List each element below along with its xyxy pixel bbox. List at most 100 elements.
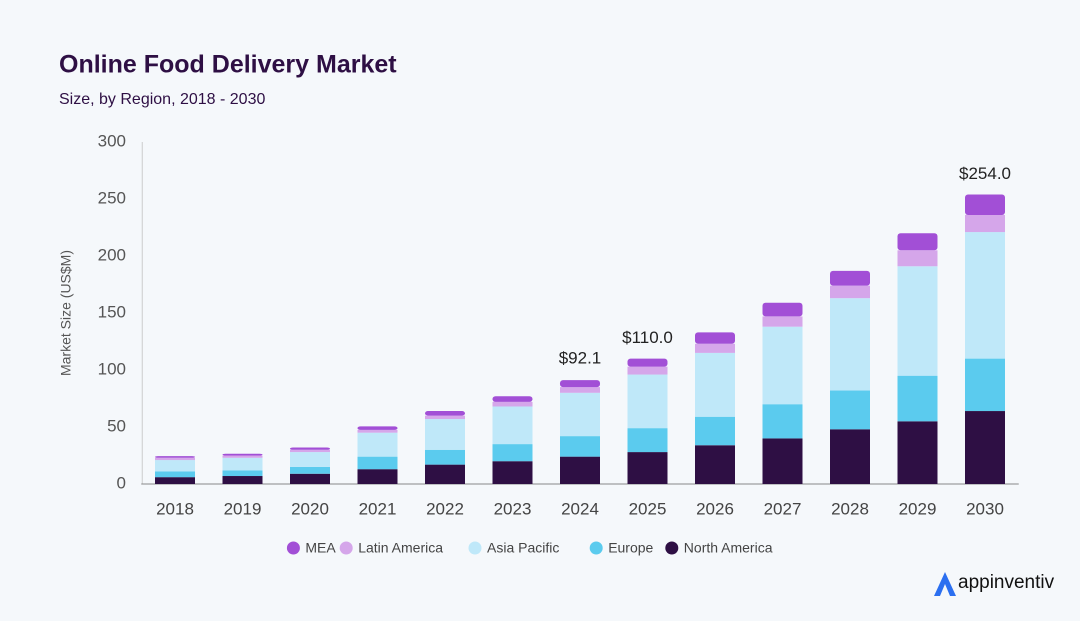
legend-label: MEA xyxy=(305,540,336,556)
chart-title: Online Food Delivery Market xyxy=(59,51,397,79)
bar-segment xyxy=(627,452,668,484)
bar-segment xyxy=(627,358,668,367)
bar-segment xyxy=(560,436,600,457)
bar-segment xyxy=(155,457,195,461)
bar-segment xyxy=(492,396,533,402)
bar-segment xyxy=(897,421,938,484)
bar-segment xyxy=(222,455,263,458)
bar-segment xyxy=(762,404,803,439)
legend-swatch xyxy=(286,541,300,555)
legend-label: North America xyxy=(684,540,773,556)
bar-segment xyxy=(965,194,1005,215)
x-tick-label: 2020 xyxy=(291,499,329,518)
bar-segment xyxy=(155,460,195,472)
x-tick-label: 2025 xyxy=(629,499,667,518)
bar-segment xyxy=(290,466,330,474)
bar-segment xyxy=(695,343,735,353)
bar-segment xyxy=(492,401,533,407)
bar-segment xyxy=(222,470,263,477)
bar-segment xyxy=(357,426,398,430)
x-tick-label: 2018 xyxy=(156,499,194,518)
bar-segment xyxy=(492,406,533,445)
bar-segment xyxy=(627,366,668,375)
bar-segment xyxy=(357,432,398,457)
bar-segment xyxy=(965,358,1005,412)
y-tick-label: 50 xyxy=(107,416,126,435)
bar-segment xyxy=(290,452,330,467)
y-axis-label: Market Size (US$M) xyxy=(58,250,74,376)
total-label: $254.0 xyxy=(959,164,1011,183)
bar-segment xyxy=(830,285,870,299)
total-label: $92.1 xyxy=(559,348,602,367)
bar-segment xyxy=(560,380,600,388)
bar-segment xyxy=(830,429,870,484)
bar-segment xyxy=(155,477,195,484)
bar-segment xyxy=(897,375,938,422)
bar-segment xyxy=(425,449,465,465)
legend-label: Europe xyxy=(608,540,653,556)
total-label: $110.0 xyxy=(622,328,673,347)
y-tick-label: 250 xyxy=(98,188,126,207)
bar-segment xyxy=(830,390,870,430)
bar-segment xyxy=(290,449,330,453)
legend-label: Latin America xyxy=(358,540,443,556)
bar-segment xyxy=(560,392,600,437)
bar-segment xyxy=(290,447,330,450)
bar-segment xyxy=(290,473,330,484)
bar-segment xyxy=(222,453,263,456)
x-tick-label: 2024 xyxy=(561,499,599,518)
bar-segment xyxy=(695,445,735,484)
bar-segment xyxy=(965,411,1005,484)
bar-segment xyxy=(897,266,938,376)
bar-segment xyxy=(897,250,938,267)
legend-swatch xyxy=(665,541,679,555)
bar-segment xyxy=(357,429,398,433)
brand-name: appinventiv xyxy=(958,572,1055,593)
x-tick-label: 2026 xyxy=(696,499,734,518)
x-tick-label: 2027 xyxy=(764,499,802,518)
bar-segment xyxy=(762,316,803,327)
x-tick-label: 2021 xyxy=(359,499,397,518)
bar-segment xyxy=(560,456,600,484)
x-tick-label: 2022 xyxy=(426,499,464,518)
bar-segment xyxy=(695,352,735,417)
bar-segment xyxy=(357,456,398,470)
bar-segment xyxy=(492,444,533,462)
legend-swatch xyxy=(589,541,603,555)
y-tick-label: 150 xyxy=(98,302,126,321)
bar-segment xyxy=(695,416,735,446)
bar-segment xyxy=(897,233,938,251)
x-tick-label: 2029 xyxy=(899,499,937,518)
bar-segment xyxy=(830,270,870,286)
y-tick-label: 0 xyxy=(117,473,126,492)
bar-segment xyxy=(965,214,1005,233)
bar-segment xyxy=(560,387,600,393)
bar-segment xyxy=(492,461,533,484)
y-tick-label: 200 xyxy=(98,245,126,264)
y-tick-label: 300 xyxy=(98,131,126,150)
bar-segment xyxy=(762,438,803,484)
x-tick-label: 2030 xyxy=(966,499,1004,518)
bar-segment xyxy=(425,415,465,420)
legend-label: Asia Pacific xyxy=(487,540,559,556)
x-tick-label: 2023 xyxy=(494,499,532,518)
logo-icon xyxy=(934,572,956,596)
bar-segment xyxy=(627,428,668,453)
bar-segment xyxy=(965,232,1005,359)
x-tick-label: 2019 xyxy=(224,499,262,518)
bar-segment xyxy=(830,298,870,391)
y-tick-label: 100 xyxy=(98,359,126,378)
bar-segment xyxy=(425,419,465,450)
bar-segment xyxy=(357,469,398,484)
legend-swatch xyxy=(468,541,482,555)
bar-segment xyxy=(155,456,195,458)
bar-segment xyxy=(425,411,465,416)
brand-logo: appinventiv xyxy=(934,572,1055,596)
bar-segment xyxy=(762,302,803,317)
bar-segment xyxy=(762,326,803,405)
bar-segment xyxy=(155,471,195,478)
bar-segment xyxy=(627,374,668,429)
legend-swatch xyxy=(339,541,353,555)
